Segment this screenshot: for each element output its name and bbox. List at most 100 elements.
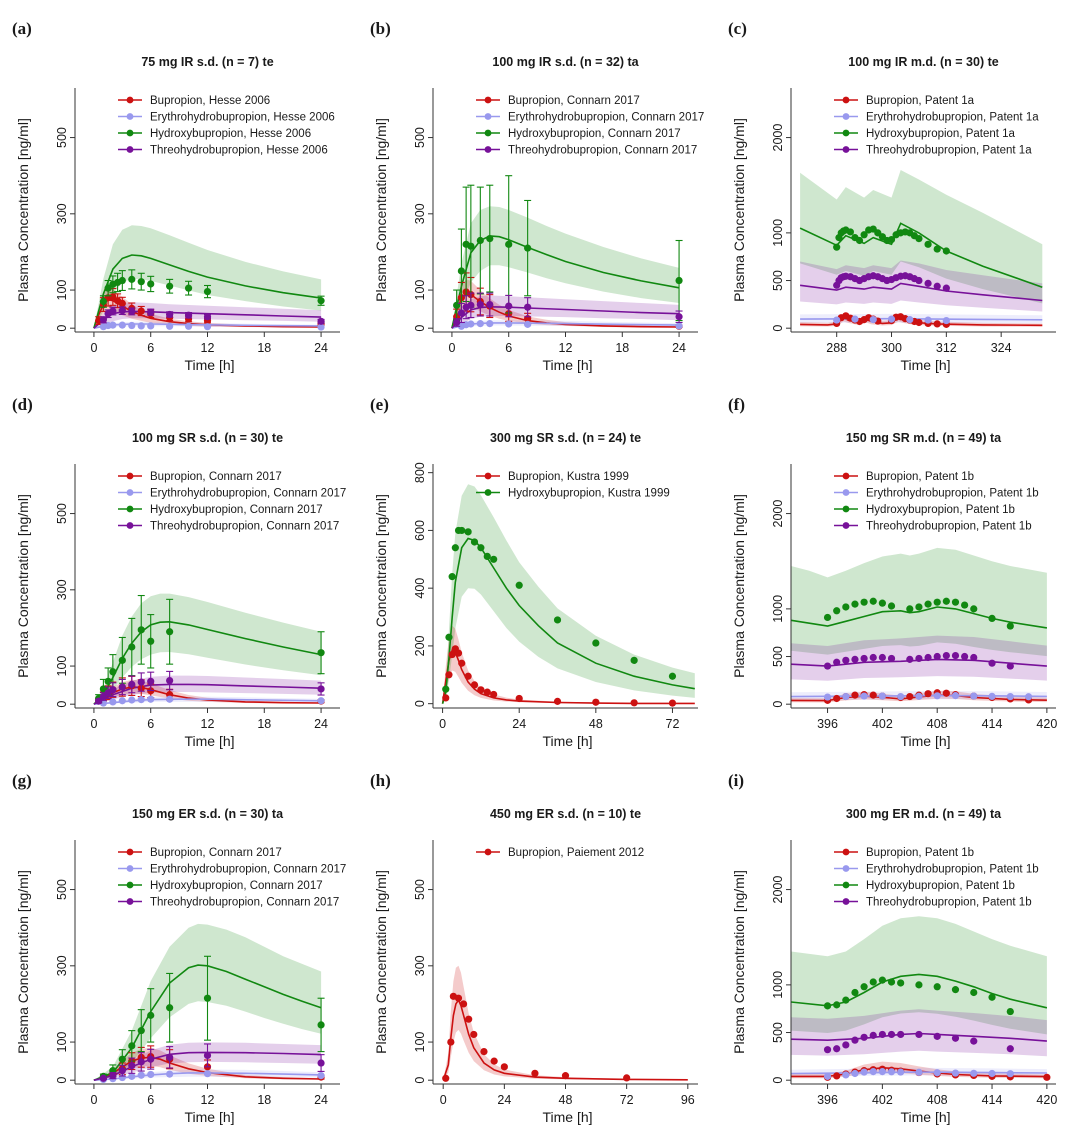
data-point-erythrohydrobupropion bbox=[505, 320, 513, 328]
data-point-threohydrobupropion bbox=[860, 654, 868, 663]
data-point-threohydrobupropion bbox=[887, 1030, 896, 1039]
x-tick-label: 402 bbox=[872, 1093, 893, 1107]
data-point-threohydrobupropion bbox=[486, 300, 494, 309]
data-point-bupropion bbox=[553, 697, 562, 705]
legend-marker bbox=[126, 881, 134, 889]
x-tick-label: 414 bbox=[982, 717, 1003, 731]
x-tick-label: 300 bbox=[881, 341, 902, 355]
legend-entry: Bupropion, Patent 1b bbox=[866, 471, 974, 483]
panel-title: 150 mg ER s.d. (n = 30) ta bbox=[132, 807, 284, 821]
data-point-threohydrobupropion bbox=[128, 307, 136, 316]
sim-line-bupropion bbox=[442, 998, 688, 1081]
x-tick-label: 402 bbox=[872, 717, 893, 731]
y-axis-label: Plasma Concentration [ng/ml] bbox=[731, 494, 747, 678]
data-point-erythrohydrobupropion bbox=[109, 321, 117, 329]
data-point-bupropion bbox=[454, 649, 463, 657]
data-point-threohydrobupropion bbox=[453, 318, 461, 327]
legend-marker bbox=[126, 489, 134, 496]
panel-title: 100 mg SR s.d. (n = 30) te bbox=[132, 431, 283, 445]
data-point-hydroxybupropion bbox=[118, 1055, 126, 1063]
data-point-hydroxybupropion bbox=[118, 656, 126, 664]
data-point-erythrohydrobupropion bbox=[878, 1068, 886, 1076]
data-point-erythrohydrobupropion bbox=[951, 1069, 960, 1077]
data-point-bupropion bbox=[906, 692, 914, 701]
data-point-threohydrobupropion bbox=[933, 1032, 941, 1040]
data-point-hydroxybupropion bbox=[166, 628, 174, 636]
data-point-hydroxybupropion bbox=[137, 1027, 145, 1035]
data-point-hydroxybupropion bbox=[457, 267, 465, 275]
data-point-threohydrobupropion bbox=[95, 697, 103, 705]
data-point-threohydrobupropion bbox=[184, 311, 193, 319]
data-point-erythrohydrobupropion bbox=[851, 315, 859, 323]
legend-entry: Threohydrobupropion, Patent 1a bbox=[866, 145, 1032, 157]
x-tick-label: 0 bbox=[90, 717, 97, 731]
x-tick-label: 72 bbox=[666, 717, 680, 731]
data-point-erythrohydrobupropion bbox=[203, 1070, 212, 1078]
data-point-hydroxybupropion bbox=[592, 639, 600, 647]
plot-data bbox=[451, 175, 683, 330]
legend-entry: Erythrohydrobupropion, Patent 1b bbox=[866, 864, 1039, 876]
data-point-hydroxybupropion bbox=[184, 284, 193, 292]
panel-h: (h) 450 mg ER s.d. (n = 10) te 0 24 48 72 96 0 1… bbox=[370, 771, 698, 1125]
data-point-hydroxybupropion bbox=[1006, 1007, 1014, 1016]
y-tick-label: 500 bbox=[413, 127, 427, 148]
x-axis-label: Time [h] bbox=[184, 1109, 234, 1125]
data-point-erythrohydrobupropion bbox=[897, 692, 905, 701]
x-tick-label: 0 bbox=[439, 717, 446, 731]
data-point-threohydrobupropion bbox=[942, 651, 950, 660]
data-point-bupropion bbox=[515, 694, 523, 703]
data-point-threohydrobupropion bbox=[128, 680, 136, 688]
plot-data bbox=[93, 923, 325, 1084]
data-point-bupropion bbox=[851, 691, 859, 699]
y-axis-label: Plasma Concentration [ng/ml] bbox=[15, 494, 31, 678]
data-point-threohydrobupropion bbox=[99, 1074, 107, 1082]
x-tick-label: 24 bbox=[512, 717, 526, 731]
data-point-erythrohydrobupropion bbox=[166, 695, 174, 703]
legend-marker bbox=[126, 96, 134, 104]
legend-marker bbox=[484, 848, 492, 856]
data-point-bupropion bbox=[458, 659, 466, 667]
data-point-bupropion bbox=[445, 671, 453, 679]
data-point-hydroxybupropion bbox=[933, 598, 941, 606]
x-axis-label: Time [h] bbox=[900, 357, 950, 373]
data-point-threohydrobupropion bbox=[317, 1059, 325, 1067]
y-tick-label: 300 bbox=[55, 955, 69, 976]
data-point-threohydrobupropion bbox=[915, 276, 923, 285]
band-hydroxybupropion bbox=[442, 484, 695, 704]
data-point-threohydrobupropion bbox=[933, 282, 941, 290]
x-tick-label: 0 bbox=[90, 1093, 97, 1107]
data-point-bupropion bbox=[924, 690, 932, 698]
data-point-hydroxybupropion bbox=[458, 526, 466, 535]
data-point-bupropion bbox=[480, 1047, 488, 1056]
data-point-erythrohydrobupropion bbox=[317, 323, 325, 331]
legend-entry: Hydroxybupropion, Patent 1b bbox=[866, 880, 1015, 892]
y-tick-label: 800 bbox=[413, 462, 427, 483]
y-tick-label: 0 bbox=[771, 701, 785, 708]
panel-label: (c) bbox=[728, 19, 747, 38]
data-point-hydroxybupropion bbox=[924, 600, 932, 608]
data-point-hydroxybupropion bbox=[951, 986, 960, 994]
legend-entry: Erythrohydrobupropion, Patent 1a bbox=[866, 112, 1039, 124]
data-point-threohydrobupropion bbox=[869, 1031, 877, 1039]
data-point-hydroxybupropion bbox=[104, 677, 112, 685]
x-tick-label: 0 bbox=[90, 341, 97, 355]
data-point-erythrohydrobupropion bbox=[933, 1069, 941, 1077]
x-tick-label: 6 bbox=[147, 717, 154, 731]
legend-entry: Hydroxybupropion, Hesse 2006 bbox=[150, 128, 311, 140]
data-point-threohydrobupropion bbox=[203, 313, 212, 321]
data-point-bupropion bbox=[454, 994, 463, 1002]
data-point-threohydrobupropion bbox=[924, 279, 932, 287]
x-tick-label: 24 bbox=[497, 1093, 511, 1107]
x-tick-label: 0 bbox=[448, 341, 455, 355]
y-tick-label: 300 bbox=[413, 203, 427, 224]
data-point-erythrohydrobupropion bbox=[860, 692, 868, 700]
data-point-threohydrobupropion bbox=[147, 308, 155, 316]
data-point-threohydrobupropion bbox=[906, 655, 914, 663]
x-axis-label: Time [h] bbox=[900, 1109, 950, 1125]
data-point-bupropion bbox=[465, 1015, 473, 1023]
data-point-hydroxybupropion bbox=[833, 243, 841, 251]
data-point-erythrohydrobupropion bbox=[166, 1070, 174, 1078]
data-point-erythrohydrobupropion bbox=[915, 1068, 923, 1076]
data-point-erythrohydrobupropion bbox=[1024, 693, 1033, 701]
legend-entry: Erythrohydrobupropion, Connarn 2017 bbox=[150, 488, 346, 500]
